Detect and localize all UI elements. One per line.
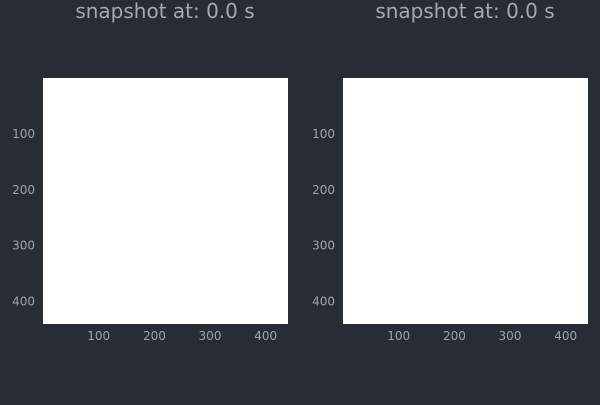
x-tick-label: 300: [499, 329, 522, 343]
heatmap-area: [43, 78, 288, 324]
x-tick-label: 200: [143, 329, 166, 343]
y-axis-ticks: 100 200 300 400: [312, 127, 335, 309]
heatmap-area: [343, 78, 588, 324]
y-axis-ticks: 100 200 300 400: [12, 127, 35, 309]
snapshot-panel-left: snapshot at: 0.0 s 100 200 300 400 100 200 30…: [12, 0, 288, 343]
y-tick-label: 400: [312, 295, 335, 309]
y-tick-label: 100: [12, 127, 35, 141]
x-tick-label: 100: [387, 329, 410, 343]
y-tick-label: 300: [12, 239, 35, 253]
x-tick-label: 400: [254, 329, 277, 343]
x-axis-ticks: 100 200 300 400: [87, 329, 277, 343]
panel-title: snapshot at: 0.0 s: [375, 0, 554, 23]
y-tick-label: 100: [312, 127, 335, 141]
snapshot-panel-right: snapshot at: 0.0 s 100 200 300 400 100 200 30…: [312, 0, 588, 343]
y-tick-label: 400: [12, 295, 35, 309]
x-tick-label: 200: [443, 329, 466, 343]
panel-title: snapshot at: 0.0 s: [75, 0, 254, 23]
x-tick-label: 100: [87, 329, 110, 343]
x-tick-label: 400: [554, 329, 577, 343]
x-tick-label: 300: [199, 329, 222, 343]
y-tick-label: 200: [12, 183, 35, 197]
y-tick-label: 200: [312, 183, 335, 197]
y-tick-label: 300: [312, 239, 335, 253]
x-axis-ticks: 100 200 300 400: [387, 329, 577, 343]
